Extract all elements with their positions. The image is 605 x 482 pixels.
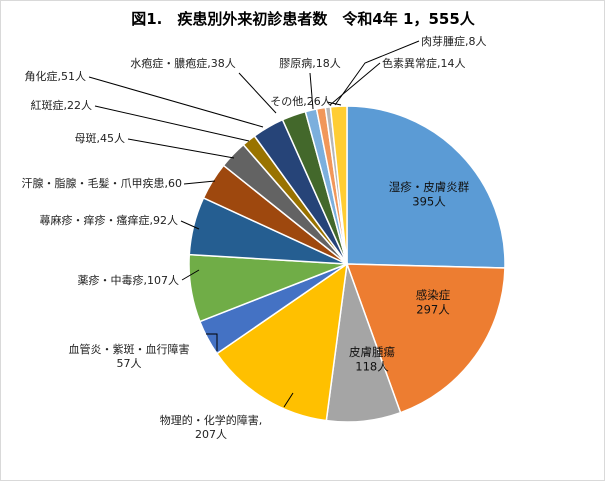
slice-6-leader — [180, 220, 200, 230]
slice-10-leader — [88, 76, 264, 128]
slice-14-leader — [334, 40, 420, 106]
slice-15-label: その他,26人 — [270, 95, 332, 108]
slice-15-leader — [326, 101, 342, 106]
slice-6-label: 蕁麻疹・痒疹・瘙痒症,92人 — [40, 213, 179, 227]
slice-5-label: 薬疹・中毒疹,107人 — [78, 273, 180, 287]
slice-4-leader — [206, 333, 218, 351]
leader-lines — [88, 40, 420, 408]
slice-1 — [345, 263, 506, 414]
slice-7-leader — [183, 180, 216, 185]
slice-9-leader — [94, 105, 250, 142]
chart-title: 図1. 疾患別外来初診患者数 令和4年 1，555人 — [131, 10, 476, 28]
slice-14-label: 肉芽腫症,8人 — [421, 34, 487, 48]
slice-3 — [215, 262, 348, 422]
slice-11-label: 水疱症・膿疱症,38人 — [130, 56, 236, 70]
slice-10-label: 角化症,51人 — [25, 69, 87, 83]
slice-4-label: 血管炎・紫斑・血行障害 57人 — [69, 342, 190, 370]
slice-5-leader — [181, 269, 200, 281]
slice-7-label: 汗腺・脂腺・毛髪・爪甲疾患,60 — [22, 176, 183, 190]
slice-8-leader — [127, 138, 235, 159]
slice-11-leader — [238, 72, 277, 114]
slice-12-label: 膠原病,18人 — [279, 56, 341, 70]
slice-8-label: 母斑,45人 — [75, 132, 126, 145]
slice-13-leader — [329, 62, 381, 106]
pie-slices — [188, 105, 506, 423]
slice-2-label: 皮膚腫瘍 118人 — [349, 345, 395, 373]
slice-3-leader — [283, 392, 294, 408]
slice-0-label: 湿疹・皮膚炎群 395人 — [389, 180, 470, 208]
slice-13-label: 色素異常症,14人 — [382, 56, 466, 70]
slice-0 — [346, 105, 506, 269]
slice-15 — [329, 105, 348, 265]
slice-12-leader — [309, 72, 314, 110]
slice-3-label: 物理的・化学的障害, 207人 — [160, 413, 263, 441]
slice-1-label: 感染症 297人 — [416, 288, 451, 316]
slice-9-label: 紅斑症,22人 — [31, 98, 93, 112]
